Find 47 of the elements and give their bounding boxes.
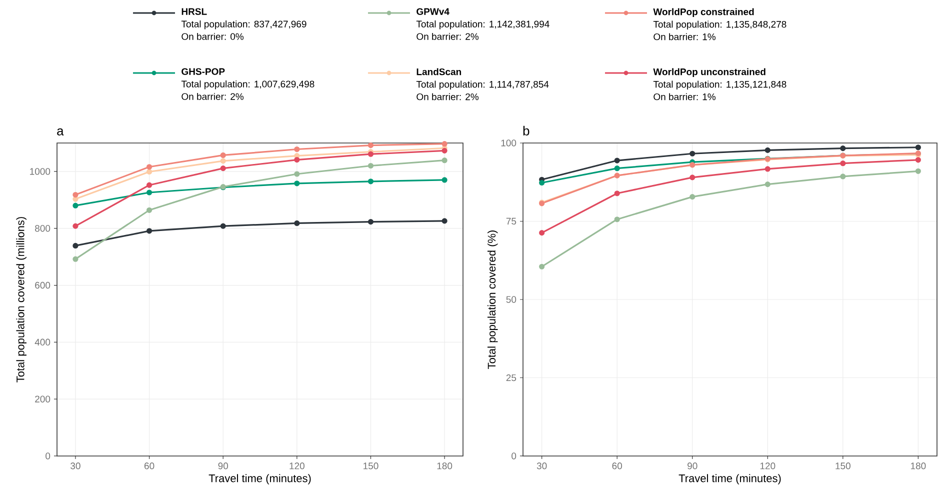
x-tick-label: 90 bbox=[688, 462, 698, 470]
text: On barrier: 2% bbox=[416, 32, 479, 40]
x-tick-label: 120 bbox=[290, 462, 304, 470]
legend-label: GHS-POP bbox=[182, 68, 225, 75]
text: On barrier: 1% bbox=[654, 93, 716, 100]
y-tick-label: 600 bbox=[35, 282, 50, 289]
x-tick-label: 180 bbox=[910, 462, 926, 470]
text: On barrier: 1% bbox=[654, 33, 716, 40]
y-tick-label: 0 bbox=[46, 452, 50, 460]
y-axis-title: Total population covered (%) bbox=[488, 230, 498, 369]
y-axis-title: Total population covered (millions) bbox=[16, 217, 26, 382]
y-tick-label: 0 bbox=[512, 452, 516, 460]
legend-label: LandScan bbox=[416, 68, 462, 76]
x-tick-label: 150 bbox=[364, 462, 378, 470]
y-tick-label: 100 bbox=[501, 140, 516, 146]
x-axis-title: Travel time (minutes) bbox=[208, 474, 311, 484]
text: Total population: 1,135,848,278 bbox=[653, 20, 786, 30]
y-tick-label: 200 bbox=[35, 396, 50, 402]
x-tick-label: 30 bbox=[70, 462, 80, 470]
text: On barrier: 2% bbox=[182, 92, 244, 100]
x-tick-label: 150 bbox=[836, 462, 850, 470]
chart-title: b bbox=[523, 126, 530, 136]
y-tick-label: 75 bbox=[506, 218, 516, 225]
text: Total population: 1,007,629,498 bbox=[181, 80, 314, 90]
y-tick-label: 400 bbox=[34, 338, 50, 346]
y-tick-label: 1000 bbox=[30, 168, 50, 175]
legend-label: WorldPop unconstrained bbox=[653, 68, 766, 78]
x-tick-label: 60 bbox=[144, 462, 154, 470]
text: Total population: 837,427,969 bbox=[181, 20, 306, 30]
x-tick-label: 180 bbox=[437, 462, 452, 470]
legend-label: WorldPop constrained bbox=[653, 8, 754, 18]
legend-label: HRSL bbox=[182, 8, 207, 15]
text: Total population: 1,114,787,854 bbox=[416, 80, 549, 90]
y-tick-label: 50 bbox=[506, 296, 516, 303]
text: On barrier: 2% bbox=[416, 93, 479, 100]
text: Total population: 1,135,121,848 bbox=[653, 80, 786, 90]
chart-title: a bbox=[57, 128, 64, 136]
x-tick-label: 90 bbox=[218, 462, 228, 470]
text: Total population: 1,142,381,994 bbox=[416, 20, 550, 30]
x-axis-title: Travel time (minutes) bbox=[678, 474, 781, 484]
legend-label: GPWv4 bbox=[416, 8, 450, 15]
y-tick-label: 800 bbox=[35, 224, 50, 232]
text: On barrier: 0% bbox=[182, 32, 244, 40]
x-tick-label: 60 bbox=[612, 462, 622, 470]
y-tick-label: 25 bbox=[506, 374, 516, 382]
x-tick-label: 120 bbox=[760, 462, 776, 470]
x-tick-label: 30 bbox=[536, 462, 547, 470]
